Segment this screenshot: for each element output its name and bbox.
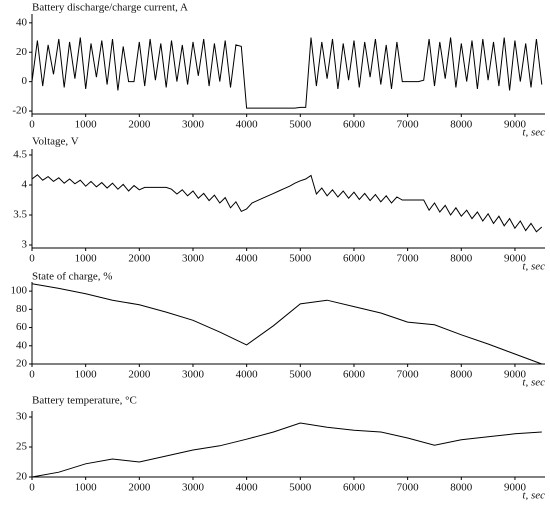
x-tick-label: 4000 [236, 482, 259, 494]
x-axis-label: t, sec [522, 490, 545, 502]
y-tick-label: 20 [16, 471, 28, 483]
x-tick-label: 2000 [128, 119, 151, 131]
y-tick-label: 4 [22, 179, 28, 191]
x-tick-label: 5000 [289, 482, 312, 494]
x-tick-label: 2000 [128, 482, 151, 494]
y-tick-label: 4.5 [13, 149, 27, 161]
y-tick-label: 40 [16, 339, 28, 351]
panel-title: Voltage, V [32, 136, 79, 148]
x-tick-label: 7000 [397, 253, 420, 265]
panel-title: State of charge, % [32, 271, 112, 283]
x-tick-label: 5000 [289, 253, 312, 265]
data-line [31, 37, 543, 109]
x-tick-label: 3000 [182, 119, 205, 131]
x-tick-label: 8000 [450, 119, 473, 131]
x-tick-label: 3000 [182, 369, 205, 381]
x-tick-label: 5000 [289, 119, 312, 131]
x-tick-label: 1000 [75, 369, 98, 381]
x-axis-label: t, sec [522, 127, 545, 139]
y-tick-label: 40 [16, 16, 28, 28]
x-tick-label: 9000 [504, 369, 527, 381]
x-tick-label: 4000 [236, 369, 259, 381]
data-line [31, 283, 542, 365]
x-tick-label: 2000 [128, 369, 151, 381]
y-tick-label: 3.5 [13, 209, 27, 221]
data-line [31, 422, 542, 478]
data-line [31, 174, 543, 233]
x-tick-label: 9000 [504, 253, 527, 265]
y-tick-label: 30 [16, 411, 28, 423]
y-tick-label: 3 [22, 239, 28, 251]
x-tick-label: 1000 [75, 482, 98, 494]
x-tick-label: 5000 [289, 369, 312, 381]
x-tick-label: 4000 [236, 253, 259, 265]
x-tick-label: 0 [29, 369, 35, 381]
panel-title: Battery temperature, °C [32, 395, 137, 407]
x-tick-label: 0 [29, 119, 35, 131]
y-tick-label: 60 [16, 321, 28, 333]
x-tick-label: 3000 [182, 253, 205, 265]
x-tick-label: 8000 [450, 369, 473, 381]
x-axis-label: t, sec [522, 261, 545, 273]
x-tick-label: 6000 [343, 482, 366, 494]
y-tick-label: 100 [11, 285, 28, 297]
x-tick-label: 6000 [343, 253, 366, 265]
x-tick-label: 7000 [397, 482, 420, 494]
x-tick-label: 8000 [450, 482, 473, 494]
x-tick-label: 6000 [343, 119, 366, 131]
y-tick-label: 20 [16, 358, 28, 370]
x-tick-label: 0 [29, 482, 35, 494]
x-tick-label: 7000 [397, 369, 420, 381]
panel-title: Battery discharge/charge current, A [32, 2, 188, 14]
x-tick-label: 9000 [504, 482, 527, 494]
x-tick-label: 1000 [75, 119, 98, 131]
x-tick-label: 3000 [182, 482, 205, 494]
x-tick-label: 9000 [504, 119, 527, 131]
y-tick-label: -20 [12, 105, 27, 117]
x-tick-label: 4000 [236, 119, 259, 131]
y-tick-label: 80 [16, 303, 28, 315]
x-tick-label: 6000 [343, 369, 366, 381]
x-tick-label: 7000 [397, 119, 420, 131]
x-tick-label: 8000 [450, 253, 473, 265]
x-tick-label: 2000 [128, 253, 151, 265]
y-tick-label: 20 [16, 46, 28, 58]
y-tick-label: 0 [22, 75, 28, 87]
x-axis-label: t, sec [522, 377, 545, 389]
y-tick-label: 25 [16, 441, 28, 453]
x-tick-label: 1000 [75, 253, 98, 265]
x-tick-label: 0 [29, 253, 35, 265]
